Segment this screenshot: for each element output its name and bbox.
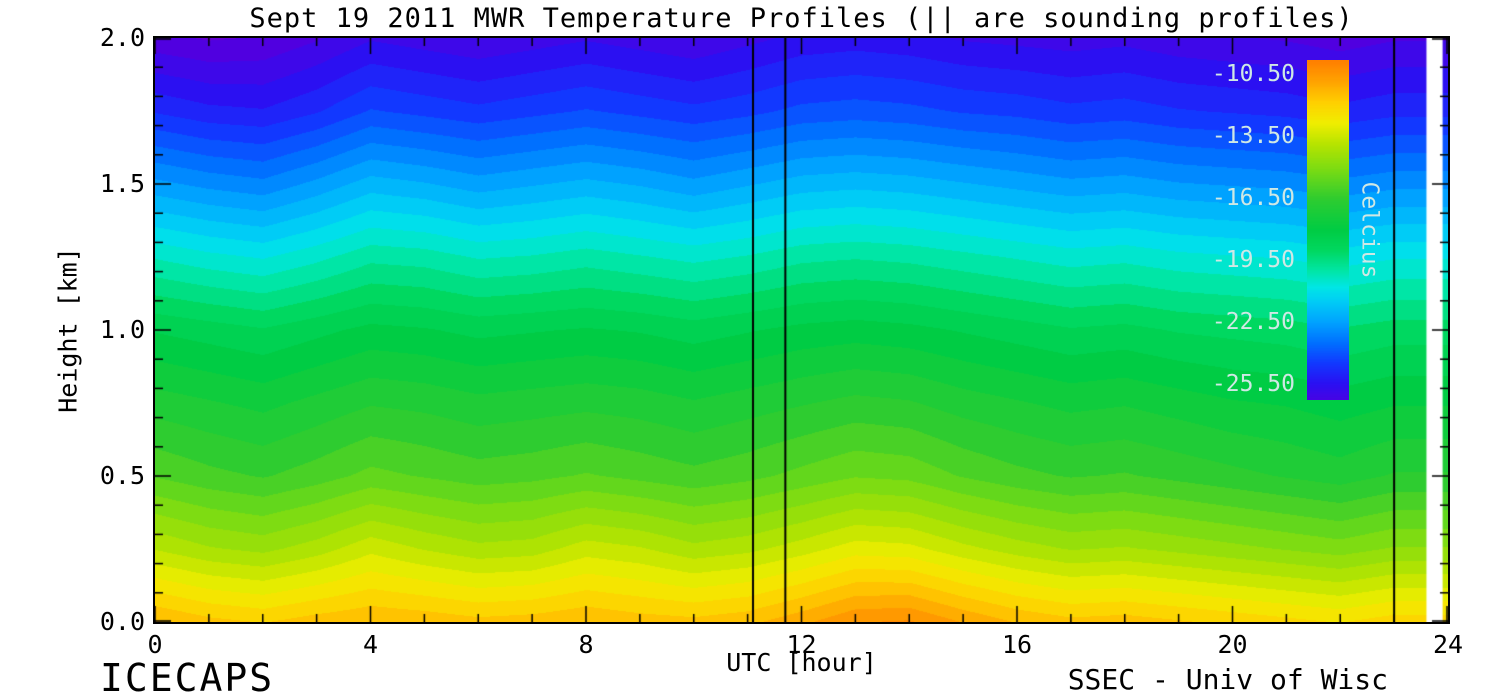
x-tick-label: 20 [1217, 630, 1248, 659]
y-tick-label: 2.0 [99, 23, 145, 52]
y-tick-label: 0.0 [99, 607, 145, 636]
plot-area [153, 36, 1450, 624]
colorbar-tick-label: -19.50 [1211, 246, 1295, 273]
x-tick-label: 4 [362, 630, 379, 659]
colorbar-tick-label: -25.50 [1211, 370, 1295, 397]
y-tick-label: 1.0 [99, 315, 145, 344]
temperature-heatmap-canvas [155, 38, 1448, 622]
colorbar-tick-label: -10.50 [1211, 61, 1295, 88]
y-axis-tick-labels: 0.0 0.5 1.0 1.5 2.0 [0, 0, 145, 700]
institution-text: SSEC - Univ of Wisc [1067, 663, 1388, 696]
x-tick-label: 16 [1001, 630, 1033, 659]
project-name-text: ICECAPS [100, 656, 275, 700]
x-tick-label: 8 [578, 630, 594, 659]
colorbar-unit-text: Celcius [1356, 181, 1382, 279]
colorbar-tick-label: -13.50 [1211, 123, 1295, 150]
x-axis-tick-labels: 0 4 8 12 16 20 24 [0, 630, 1500, 660]
x-tick-label: 0 [147, 630, 163, 659]
colorbar [1307, 60, 1349, 400]
page-title: Sept 19 2011 MWR Temperature Profiles (|… [249, 3, 1354, 34]
x-axis-label: UTC [hour] [726, 648, 877, 677]
colorbar-tick-labels: -10.50 -13.50 -16.50 -19.50 -22.50 -25.50 [1160, 60, 1295, 400]
x-tick-label: 24 [1432, 630, 1464, 659]
colorbar-unit-label: Celcius [1349, 60, 1389, 400]
y-tick-label: 1.5 [99, 169, 145, 198]
y-tick-label: 0.5 [99, 461, 145, 490]
x-tick-label: 12 [786, 630, 817, 659]
colorbar-tick-label: -22.50 [1211, 308, 1295, 335]
colorbar-tick-label: -16.50 [1211, 185, 1295, 212]
